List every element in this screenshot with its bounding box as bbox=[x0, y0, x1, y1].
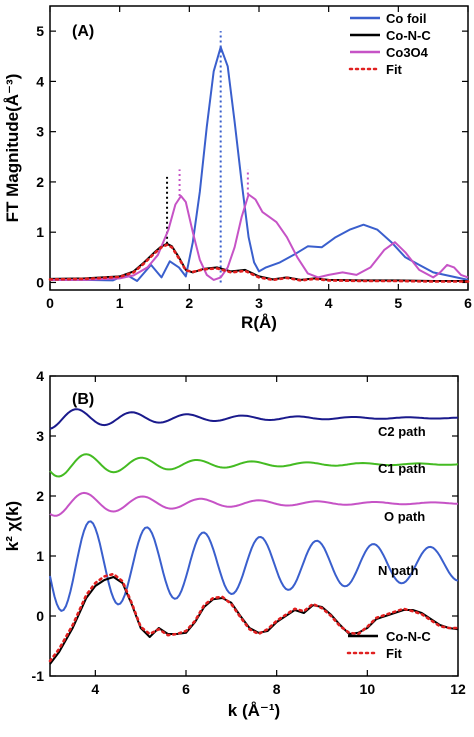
x-tick-label: 6 bbox=[464, 295, 472, 311]
x-tick-label: 4 bbox=[91, 681, 99, 697]
y-axis-label: FT Magnitude(Å⁻³) bbox=[3, 74, 22, 223]
legend-label: Co-N-C bbox=[386, 629, 431, 644]
x-tick-label: 2 bbox=[185, 295, 193, 311]
x-axis-label: k (Å⁻¹) bbox=[228, 701, 280, 720]
path-annotation: C2 path bbox=[378, 424, 426, 439]
y-tick-label: 4 bbox=[36, 73, 44, 89]
legend-label: Fit bbox=[386, 62, 403, 77]
panel-a-chart: 0 1 2 3 4 5 6 0 1 2 3 4 5 R(Å) FT Magnitude(Å⁻³) (A) Co … bbox=[3, 5, 472, 332]
x-tick-label: 5 bbox=[394, 295, 402, 311]
x-tick-label: 8 bbox=[273, 681, 281, 697]
x-axis-label: R(Å) bbox=[241, 313, 277, 332]
series-line-co-foil bbox=[50, 46, 469, 282]
series-line-path-0 bbox=[49, 408, 459, 430]
panel-label: (B) bbox=[72, 391, 94, 408]
path-annotation: N path bbox=[378, 563, 419, 578]
legend-label: Co3O4 bbox=[386, 45, 429, 60]
x-tick-label: 3 bbox=[255, 295, 263, 311]
path-annotation: O path bbox=[384, 509, 425, 524]
series-line-path-2 bbox=[49, 491, 459, 517]
y-tick-label: -1 bbox=[32, 668, 45, 684]
x-tick-label: 1 bbox=[116, 295, 124, 311]
panel-label: (A) bbox=[72, 23, 94, 40]
y-tick-label: 2 bbox=[36, 488, 44, 504]
y-tick-label: 5 bbox=[36, 23, 44, 39]
y-tick-label: 4 bbox=[36, 368, 44, 384]
y-tick-label: 1 bbox=[36, 224, 44, 240]
y-tick-label: 1 bbox=[36, 548, 44, 564]
plot-frame-b bbox=[49, 375, 459, 677]
path-annotation: C1 path bbox=[378, 461, 426, 476]
series-line-path-1 bbox=[49, 453, 459, 478]
x-tick-label: 4 bbox=[325, 295, 333, 311]
legend-label: Fit bbox=[386, 646, 403, 661]
legend-label: Co foil bbox=[386, 11, 426, 26]
y-tick-label: 0 bbox=[36, 608, 44, 624]
series-line-path-3 bbox=[49, 520, 459, 612]
series-line-co3o4 bbox=[50, 193, 469, 281]
y-tick-label: 2 bbox=[36, 174, 44, 190]
x-tick-label: 10 bbox=[360, 681, 376, 697]
series-line-fit bbox=[48, 243, 470, 283]
x-tick-label: 6 bbox=[182, 681, 190, 697]
y-axis-label: k² χ(k) bbox=[3, 501, 22, 551]
y-tick-label: 3 bbox=[36, 124, 44, 140]
x-tick-label: 12 bbox=[450, 681, 466, 697]
y-tick-label: 3 bbox=[36, 428, 44, 444]
legend-label: Co-N-C bbox=[386, 28, 431, 43]
series-line-co-n-c bbox=[49, 242, 468, 282]
x-tick-label: 0 bbox=[46, 295, 54, 311]
y-tick-label: 0 bbox=[36, 274, 44, 290]
